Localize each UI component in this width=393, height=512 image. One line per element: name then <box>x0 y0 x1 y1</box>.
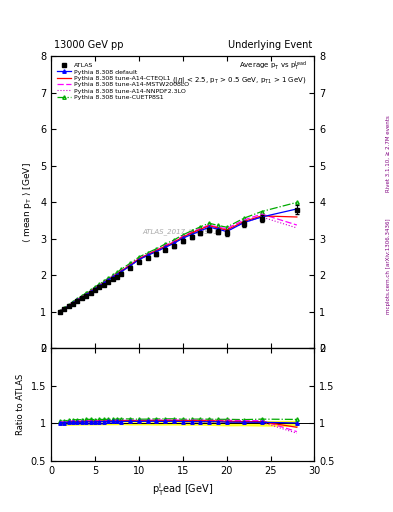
X-axis label: p$_\mathrm{T}^{\mathrm{l}}$ead [GeV]: p$_\mathrm{T}^{\mathrm{l}}$ead [GeV] <box>152 481 213 498</box>
Text: Rivet 3.1.10, ≥ 2.7M events: Rivet 3.1.10, ≥ 2.7M events <box>386 115 391 192</box>
Y-axis label: $\langle$ mean p$_\mathrm{T}$ $\rangle$ [GeV]: $\langle$ mean p$_\mathrm{T}$ $\rangle$ … <box>22 162 35 243</box>
Y-axis label: Ratio to ATLAS: Ratio to ATLAS <box>16 374 25 435</box>
Text: Average p$_\mathrm{T}$ vs p$_\mathrm{T}^{\mathrm{lead}}$
($|\eta|$ < 2.5, p$_\ma: Average p$_\mathrm{T}$ vs p$_\mathrm{T}^… <box>172 59 307 87</box>
Text: ATLAS_2017_I1509919: ATLAS_2017_I1509919 <box>143 228 223 235</box>
Text: Underlying Event: Underlying Event <box>228 40 312 51</box>
Text: mcplots.cern.ch [arXiv:1306.3436]: mcplots.cern.ch [arXiv:1306.3436] <box>386 219 391 314</box>
Text: 13000 GeV pp: 13000 GeV pp <box>54 40 123 51</box>
Legend: ATLAS, Pythia 8.308 default, Pythia 8.308 tune-A14-CTEQL1, Pythia 8.308 tune-A14: ATLAS, Pythia 8.308 default, Pythia 8.30… <box>57 62 189 100</box>
